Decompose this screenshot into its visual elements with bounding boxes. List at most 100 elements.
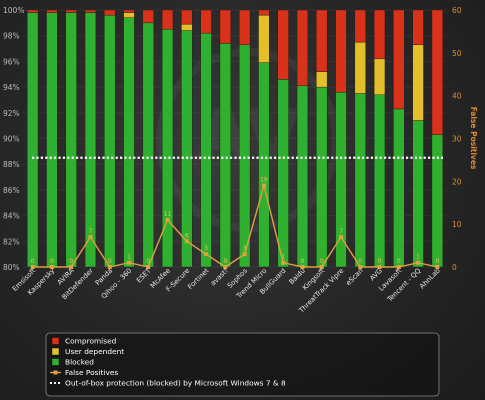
legend-label-baseline: Out-of-box protection (blocked) by Micro…: [65, 379, 286, 388]
fp-point-threattrack-vipre: [339, 235, 343, 240]
fp-point-tencent-qq: [416, 260, 421, 265]
category-label: Fortinet: [186, 267, 211, 292]
bar-blocked-emsisoft: [27, 12, 39, 268]
fp-data-label: 0: [320, 258, 324, 265]
fp-data-label: 0: [378, 258, 382, 265]
legend-marker-false-positives: [53, 370, 58, 375]
fp-data-label: 0: [435, 258, 439, 265]
bar-blocked-mcafee: [161, 29, 174, 268]
bar-compromised-bitdefender: [84, 9, 97, 13]
fp-data-label: 0: [50, 258, 54, 265]
fp-point-eset: [146, 265, 151, 269]
fp-point-kaspersky: [49, 265, 54, 269]
bar-compromised-bullguard: [277, 9, 289, 80]
y-tick-label: 82%: [3, 237, 20, 246]
bar-compromised-tencent-qq: [412, 9, 424, 45]
fp-data-label: 3: [243, 245, 247, 252]
fp-point-emsisoft: [30, 265, 35, 269]
y2-tick-label: 60: [452, 6, 462, 15]
bar-compromised-panda: [104, 9, 116, 16]
y2-axis-title: False Positives: [469, 107, 478, 170]
fp-point-trend-micro: [261, 183, 266, 188]
fp-point-ahnlab: [435, 265, 440, 269]
bar-user-dependent-avg: [373, 58, 386, 96]
bar-blocked-kaspersky: [46, 12, 58, 268]
fp-data-label: 0: [108, 258, 112, 265]
fp-data-label: 0: [146, 258, 150, 265]
bar-compromised-sophos: [239, 9, 251, 45]
y-tick-label: 100%: [3, 6, 24, 15]
legend-label-user-dependent: User dependent: [65, 347, 124, 356]
y-tick-label: 90%: [3, 135, 20, 144]
legend-box: [45, 332, 440, 397]
y-tick-label: 94%: [3, 83, 20, 92]
fp-data-label: 0: [301, 258, 305, 265]
y-tick-label: 80%: [3, 263, 20, 272]
bar-blocked-trend-micro: [258, 62, 270, 268]
bar-compromised-eset: [142, 9, 154, 24]
bar-compromised-qihoo-360: [123, 9, 135, 13]
bar-blocked-escan: [354, 93, 366, 268]
legend-label-false-positives: False Positives: [65, 368, 118, 377]
fp-data-label: 1: [416, 254, 420, 261]
bar-compromised-avira: [65, 9, 77, 13]
y-tick-label: 86%: [3, 186, 20, 195]
fp-point-panda: [107, 265, 112, 269]
bar-user-dependent-trend-micro: [258, 14, 270, 63]
fp-point-avg: [377, 265, 382, 269]
bar-blocked-tencent-qq: [412, 120, 424, 268]
y2-tick-label: 20: [452, 177, 462, 186]
category-label: eScan: [344, 267, 364, 287]
fp-data-label: 6: [185, 232, 189, 239]
legend-swatch-user-dependent: [51, 347, 60, 356]
fp-point-f-secure: [184, 239, 189, 244]
bar-blocked-avast: [219, 43, 231, 268]
bar-compromised-emsisoft: [27, 9, 39, 13]
fp-point-lavasoft: [396, 265, 401, 269]
fp-point-qihoo-360: [127, 260, 131, 265]
bar-blocked-qihoo-360: [123, 17, 135, 268]
false-positives-line: [32, 182, 438, 268]
fp-data-label: 0: [69, 258, 73, 265]
fp-data-label: 1: [127, 254, 131, 261]
bar-compromised-kingsoft: [316, 9, 328, 72]
y-tick-label: 98%: [3, 32, 20, 41]
fp-data-label: 0: [31, 258, 35, 265]
y2-tick-label: 30: [452, 135, 462, 144]
bar-compromised-baidu: [296, 9, 309, 87]
bar-user-dependent-escan: [354, 41, 366, 94]
fp-data-label: 7: [89, 228, 93, 235]
bar-user-dependent-f-secure: [181, 23, 193, 31]
fp-data-label: 0: [223, 258, 227, 265]
fp-data-label: 19: [260, 177, 268, 184]
y-tick-label: 96%: [3, 57, 20, 66]
fp-data-label: 11: [164, 211, 172, 218]
bar-blocked-threattrack-vipre: [335, 92, 347, 268]
bar-compromised-escan: [354, 9, 366, 43]
fp-point-kingsoft: [319, 265, 324, 269]
fp-point-fortinet: [204, 252, 209, 257]
bar-blocked-fortinet: [200, 32, 212, 268]
bar-blocked-sophos: [239, 44, 251, 268]
bar-user-dependent-kingsoft: [316, 71, 328, 88]
fp-data-label: 3: [204, 245, 208, 252]
fp-data-label: 1: [281, 254, 285, 261]
bar-user-dependent-tencent-qq: [412, 44, 424, 121]
y-tick-label: 88%: [3, 160, 20, 169]
y-tick-label: 84%: [3, 212, 20, 221]
category-label: AVG: [368, 267, 384, 283]
bar-compromised-ahnlab: [431, 9, 443, 135]
bar-blocked-kingsoft: [316, 86, 328, 268]
bar-compromised-trend-micro: [258, 9, 270, 16]
bar-user-dependent-qihoo-360: [123, 12, 135, 18]
y-tick-label: 92%: [3, 109, 20, 118]
legend-label-blocked: Blocked: [65, 358, 94, 367]
legend-label-compromised: Compromised: [65, 337, 117, 346]
fp-data-label: 7: [339, 228, 343, 235]
fp-point-mcafee: [165, 217, 170, 222]
bar-blocked-panda: [104, 14, 116, 268]
fp-point-bullguard: [281, 260, 286, 265]
bar-blocked-bullguard: [277, 79, 289, 268]
legend-swatch-compromised: [51, 337, 60, 345]
bar-compromised-f-secure: [181, 9, 193, 25]
